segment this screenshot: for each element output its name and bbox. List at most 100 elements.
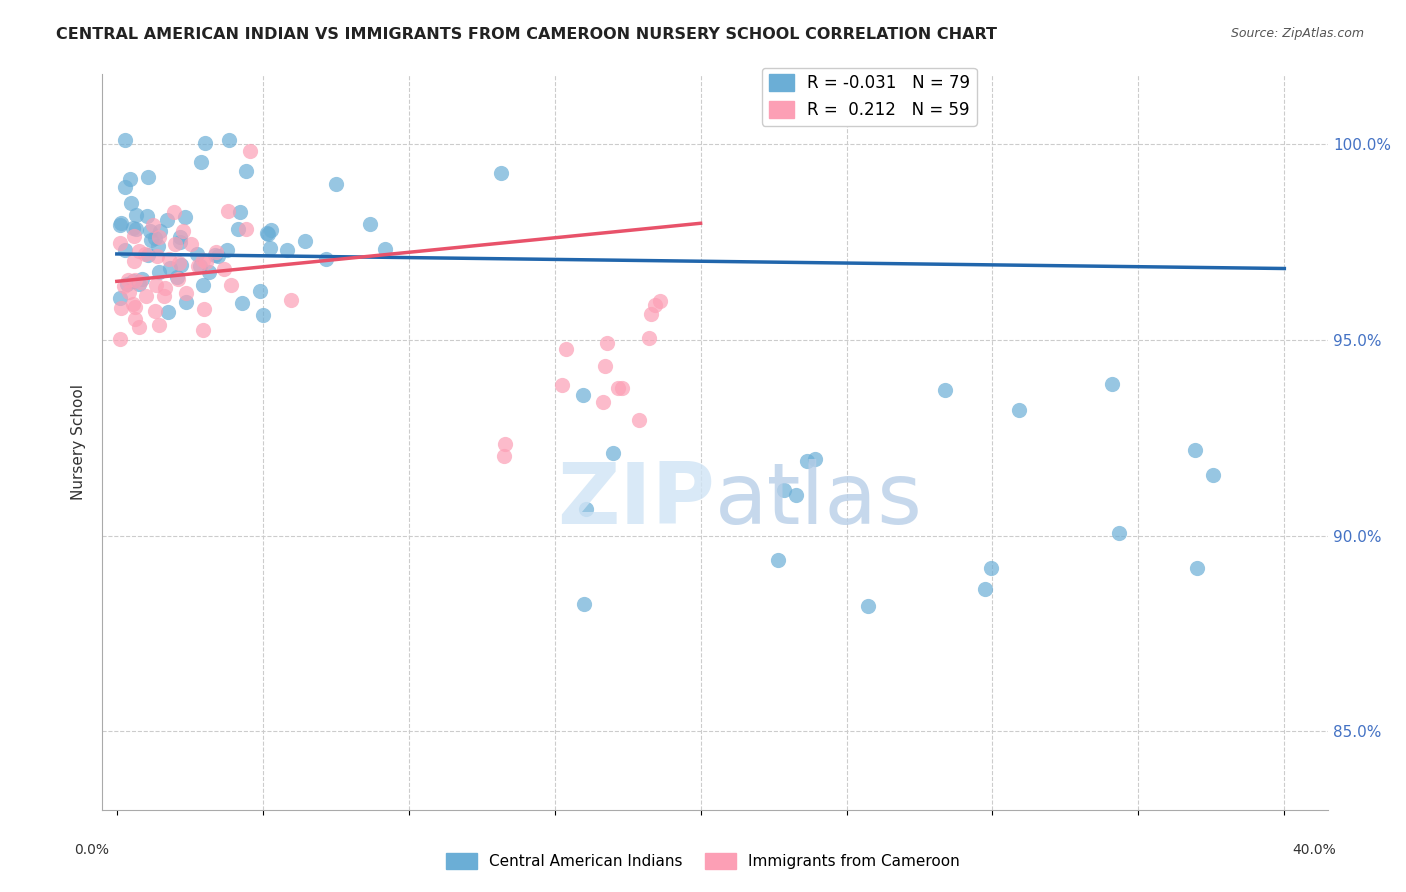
Point [280,293,302,307]
Point [315,252,337,267]
Point [180,236,202,251]
Point [551,378,574,392]
Point [193,301,215,316]
Point [146,239,169,253]
Text: 0.0%: 0.0% [75,843,108,857]
Y-axis label: Nursery School: Nursery School [72,384,86,500]
Point [796,454,818,468]
Point [602,445,624,459]
Point [129,275,152,289]
Point [134,247,156,261]
Point [648,294,671,309]
Point [607,381,630,395]
Point [143,304,166,318]
Point [194,136,217,151]
Point [235,164,257,178]
Text: 40.0%: 40.0% [1292,843,1337,857]
Point [294,235,316,249]
Point [785,487,807,501]
Point [612,381,634,395]
Point [136,248,159,262]
Point [159,260,181,275]
Point [125,208,148,222]
Point [128,319,150,334]
Point [120,196,142,211]
Point [638,331,661,345]
Point [124,300,146,314]
Point [575,501,598,516]
Point [122,254,145,268]
Text: Source: ZipAtlas.com: Source: ZipAtlas.com [1230,27,1364,40]
Point [219,277,242,292]
Point [163,237,186,252]
Point [187,259,209,273]
Point [169,255,191,269]
Point [856,599,879,613]
Point [163,205,186,219]
Point [122,229,145,244]
Point [128,244,150,258]
Point [198,264,221,278]
Point [374,242,396,256]
Point [146,249,169,263]
Point [217,204,239,219]
Point [174,294,197,309]
Point [174,211,197,225]
Point [120,172,142,186]
Point [174,286,197,301]
Point [145,277,167,292]
Point [186,247,208,261]
Point [260,223,283,237]
Point [572,597,595,611]
Point [191,252,214,267]
Point [491,166,513,180]
Point [191,278,214,293]
Point [191,323,214,337]
Point [1008,403,1031,417]
Point [276,243,298,257]
Point [136,209,159,223]
Point [148,265,170,279]
Point [169,229,191,244]
Point [108,219,131,233]
Point [204,244,226,259]
Point [1184,442,1206,457]
Point [1185,561,1208,575]
Point [114,244,136,258]
Legend: R = -0.031   N = 79, R =  0.212   N = 59: R = -0.031 N = 79, R = 0.212 N = 59 [762,68,977,126]
Point [169,235,191,250]
Point [149,224,172,238]
Point [229,205,252,219]
Point [1108,525,1130,540]
Point [934,383,956,397]
Point [110,215,132,229]
Point [231,296,253,310]
Point [804,452,827,467]
Point [766,553,789,567]
Point [110,301,132,315]
Point [773,483,796,497]
Point [157,252,180,266]
Point [153,289,176,303]
Point [195,254,218,268]
Legend: Central American Indians, Immigrants from Cameroon: Central American Indians, Immigrants fro… [440,847,966,875]
Point [1101,377,1123,392]
Point [153,281,176,295]
Point [114,180,136,194]
Point [128,277,150,291]
Point [108,235,131,250]
Point [156,304,179,318]
Point [249,284,271,298]
Point [252,308,274,322]
Point [148,230,170,244]
Point [139,224,162,238]
Point [122,274,145,288]
Point [239,145,262,159]
Text: CENTRAL AMERICAN INDIAN VS IMMIGRANTS FROM CAMEROON NURSERY SCHOOL CORRELATION C: CENTRAL AMERICAN INDIAN VS IMMIGRANTS FR… [56,27,997,42]
Point [121,221,143,235]
Point [256,227,278,241]
Point [190,155,212,169]
Point [166,269,188,284]
Point [108,291,131,305]
Point [124,311,146,326]
